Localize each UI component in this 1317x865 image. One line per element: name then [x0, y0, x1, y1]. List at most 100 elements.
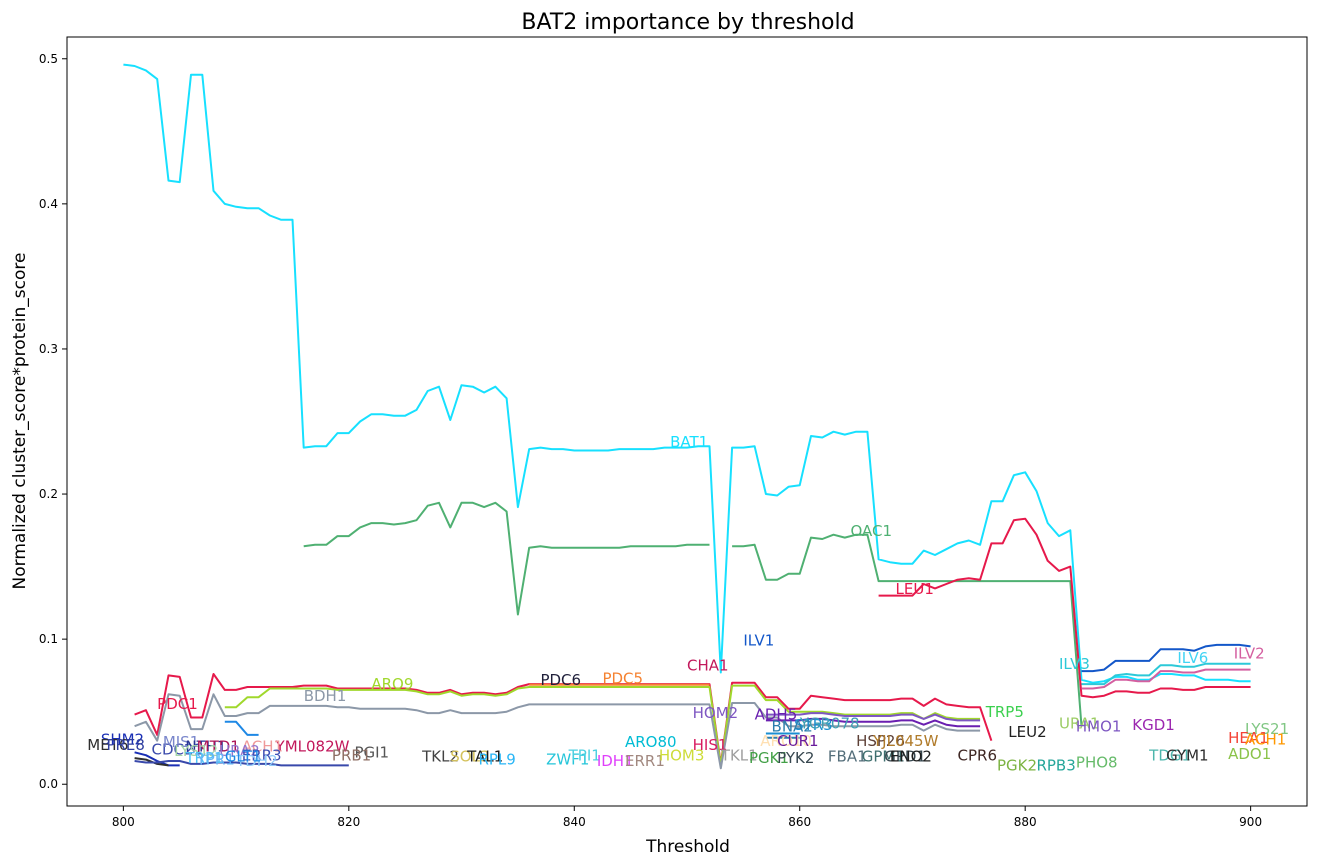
series-label-oac1: OAC1: [850, 522, 892, 540]
series-label-ilv2: ILV2: [1234, 645, 1265, 663]
series-label-ypr1: YPR1: [196, 751, 235, 769]
series-label-trp5: TRP5: [985, 703, 1024, 721]
series-line-aro9: [224, 684, 981, 767]
series-line-hom2: [765, 712, 981, 722]
y-tick-label: 0.0: [39, 777, 58, 791]
series-label-tdg1: TDG1: [1148, 746, 1191, 764]
x-axis-label: Threshold: [645, 837, 730, 857]
series-label-bna2: BNA2: [772, 717, 813, 735]
series-label-sol3: SOL3: [450, 748, 489, 766]
series-label-tpi1: TPI1: [568, 746, 601, 764]
series-label-ura2: URA2: [219, 742, 260, 760]
series-label-kgd1: KGD1: [1132, 716, 1175, 734]
series-line-oac1: [303, 501, 1083, 727]
series-label-yjl045w: YJL045W: [872, 732, 939, 750]
series-label-gpd1: GPD1: [884, 748, 926, 766]
series-label-his1: HIS1: [693, 736, 728, 754]
series-label-aro10: ARO10: [760, 732, 812, 750]
series-label-bat1: BAT1: [670, 433, 708, 451]
series-line-ilv2: [1081, 668, 1251, 690]
series-line-shm2: [134, 751, 180, 767]
series-label-leu1: LEU1: [896, 580, 934, 598]
x-tick-label: 880: [1014, 815, 1037, 829]
series-label-pyk2: PYK2: [777, 749, 814, 767]
y-tick-label: 0.2: [39, 487, 58, 501]
series-label-leu2: LEU2: [1008, 723, 1046, 741]
series-label-pdc1: PDC1: [157, 695, 198, 713]
y-tick-label: 0.1: [39, 632, 58, 646]
series-label-hom2: HOM2: [693, 704, 739, 722]
series-line-bat1: [123, 63, 1251, 684]
y-tick-label: 0.3: [39, 342, 58, 356]
series-labels: BAT1 OAC1 LEU1 ILV1 ILV3 ILV2 ILV6 PDC1 ARO9 PDC5…: [87, 433, 1289, 775]
x-tick-label: 860: [788, 815, 811, 829]
series-label-ilv3: ILV3: [1059, 655, 1090, 673]
series-label-ura1: URA1: [1059, 714, 1100, 732]
series-label-aro80: ARO80: [625, 733, 677, 751]
series-label-ado1: ADO1: [1228, 745, 1271, 763]
y-tick-label: 0.5: [39, 52, 58, 66]
series-line-cdc21: [134, 760, 349, 767]
series-label-pho8: PHO8: [1076, 754, 1118, 772]
series-label-eno2: ENO2: [890, 748, 932, 766]
series-line-ilv3: [1081, 662, 1251, 686]
series-label-pgi1: PGI1: [354, 743, 389, 761]
series-label-hmo1: HMO1: [1076, 717, 1122, 735]
series-label-mtd1: MTD1: [197, 738, 240, 756]
series-label-met6: MET6: [87, 736, 128, 754]
series-label-ygr078: YGR078: [799, 714, 860, 732]
series-label-pgk2: PGK2: [997, 756, 1037, 774]
series-label-err3: ERR3: [242, 746, 282, 764]
series-label-pre8: PRE8: [106, 736, 145, 754]
series-label-tdh2: TDH2: [235, 752, 278, 770]
series-label-pdc5: PDC5: [602, 669, 643, 687]
plot-frame: [66, 36, 1308, 807]
x-tick-label: 820: [337, 815, 360, 829]
series-line-leu1: [878, 517, 1251, 699]
y-axis-ticks: 0.0 0.1 0.2 0.3 0.4 0.5: [39, 52, 67, 791]
series-label-fba1: FBA1: [828, 748, 867, 766]
x-tick-label: 900: [1239, 815, 1262, 829]
series-label-ilv1: ILV1: [743, 632, 774, 650]
series-label-adh5: ADH5: [755, 706, 798, 724]
series-label-cdc21: CDC21: [152, 740, 204, 758]
series-label-glt1: GLT1: [225, 748, 262, 766]
y-tick-label: 0.4: [39, 197, 58, 211]
series-line-bdh1: [134, 693, 981, 770]
x-tick-label: 800: [112, 815, 135, 829]
series-label-tkl2: TKL2: [421, 748, 459, 766]
series-label-trp1: TRP1: [184, 749, 223, 767]
series-lines: [123, 63, 1251, 770]
series-label-rpb3: RPB3: [1036, 756, 1075, 774]
plot-area: BAT1 OAC1 LEU1 ILV1 ILV3 ILV2 ILV6 PDC1 ARO9 PDC5…: [66, 36, 1308, 807]
series-label-aro9: ARO9: [371, 675, 413, 693]
series-label-idh1: IDH1: [597, 752, 634, 770]
series-line-adh5: [765, 717, 981, 728]
series-label-nth1: NTH1: [185, 738, 226, 756]
series-label-gym1: GYM1: [1166, 746, 1209, 764]
series-label-bdh1: BDH1: [304, 687, 347, 705]
series-label-hsp26: HSP26: [856, 732, 905, 750]
series-label-hom3: HOM3: [659, 746, 705, 764]
series-label-ilv6: ILV6: [1177, 649, 1208, 667]
x-tick-label: 840: [563, 815, 586, 829]
series-label-zwf1: ZWF1: [546, 751, 589, 769]
series-label-lys21: LYS21: [1245, 720, 1289, 738]
chart-title: BAT2 importance by threshold: [521, 10, 854, 35]
series-label-shm2: SHM2: [101, 730, 144, 748]
x-axis-ticks: 800 820 840 860 880 900: [112, 806, 1262, 829]
series-label-lys12: LYS12: [174, 742, 218, 760]
series-label-mis1: MIS1: [163, 733, 199, 751]
series-label-pdc6: PDC6: [540, 671, 581, 689]
series-label-prb1: PRB1: [332, 746, 371, 764]
series-label-cur1: CUR1: [777, 732, 818, 750]
series-line-glt1: [224, 720, 259, 736]
series-label-ach1: ACH1: [242, 738, 283, 756]
series-line-ilv1: [1081, 643, 1251, 673]
series-label-err1: ERR1: [625, 752, 665, 770]
series-label-rpl9: RPL9: [478, 751, 515, 769]
y-axis-label: Normalized cluster_score*protein_score: [10, 253, 30, 590]
series-label-ach1b: ACH1: [1245, 730, 1286, 748]
series-label-str3: STR3: [794, 716, 833, 734]
